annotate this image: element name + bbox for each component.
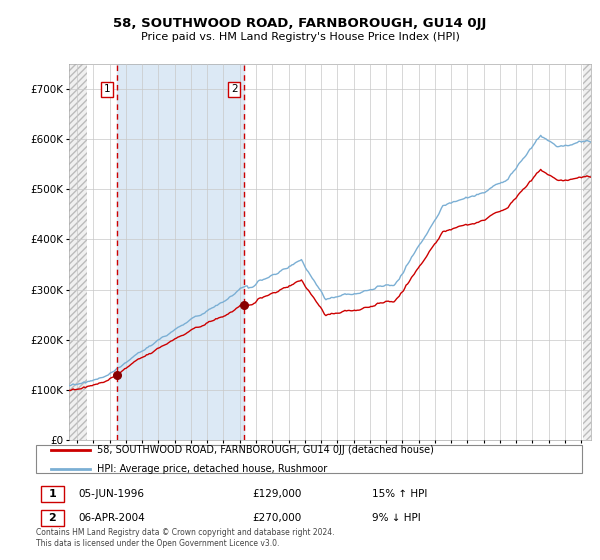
Text: 58, SOUTHWOOD ROAD, FARNBOROUGH, GU14 0JJ (detached house): 58, SOUTHWOOD ROAD, FARNBOROUGH, GU14 0J… bbox=[97, 445, 434, 455]
Text: Contains HM Land Registry data © Crown copyright and database right 2024.
This d: Contains HM Land Registry data © Crown c… bbox=[36, 528, 335, 548]
Text: 9% ↓ HPI: 9% ↓ HPI bbox=[372, 513, 421, 523]
Bar bbox=[117, 64, 244, 440]
Text: 06-APR-2004: 06-APR-2004 bbox=[79, 513, 145, 523]
Text: 1: 1 bbox=[104, 85, 110, 95]
Text: 58, SOUTHWOOD ROAD, FARNBOROUGH, GU14 0JJ: 58, SOUTHWOOD ROAD, FARNBOROUGH, GU14 0J… bbox=[113, 17, 487, 30]
Text: 2: 2 bbox=[49, 513, 56, 523]
Text: 15% ↑ HPI: 15% ↑ HPI bbox=[372, 489, 427, 499]
Text: 05-JUN-1996: 05-JUN-1996 bbox=[79, 489, 145, 499]
Text: Price paid vs. HM Land Registry's House Price Index (HPI): Price paid vs. HM Land Registry's House … bbox=[140, 32, 460, 42]
Text: £129,000: £129,000 bbox=[252, 489, 301, 499]
Text: 2: 2 bbox=[231, 85, 238, 95]
Text: £270,000: £270,000 bbox=[252, 513, 301, 523]
Text: 1: 1 bbox=[49, 489, 56, 499]
Text: HPI: Average price, detached house, Rushmoor: HPI: Average price, detached house, Rush… bbox=[97, 464, 328, 474]
